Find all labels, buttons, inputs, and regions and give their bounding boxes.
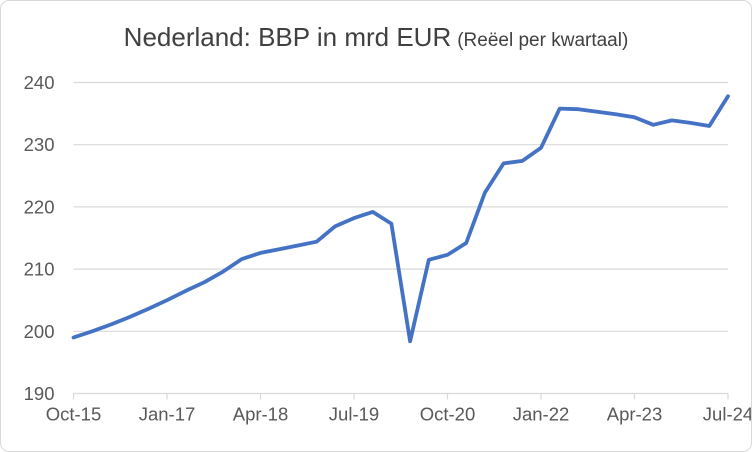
x-axis-tick-label: Oct-15 [46, 404, 102, 425]
x-axis-tick-label: Jul-24 [703, 404, 751, 425]
x-axis-tick-label: Apr-18 [233, 404, 289, 425]
x-axis-tick-label: Jan-22 [513, 404, 570, 425]
y-axis-tick-label: 190 [24, 383, 55, 404]
y-axis-tick-label: 220 [24, 196, 55, 217]
x-axis-tick-label: Apr-23 [607, 404, 663, 425]
y-axis-tick-label: 230 [24, 134, 55, 155]
y-axis-tick-label: 240 [24, 72, 55, 93]
gdp-series-line [71, 94, 730, 344]
y-axis-tick-label: 200 [24, 321, 55, 342]
x-axis-tick-label: Jul-19 [329, 404, 379, 425]
x-axis-tick-label: Oct-20 [420, 404, 476, 425]
x-axis-tick-label: Jan-17 [139, 404, 196, 425]
chart-title: Nederland: BBP in mrd EUR (Reëel per kwar… [1, 22, 751, 53]
chart-title-main: Nederland: BBP in mrd EUR [123, 22, 452, 52]
y-axis-tick-label: 210 [24, 259, 55, 280]
chart-title-subtitle: (Reëel per kwartaal) [457, 30, 629, 51]
